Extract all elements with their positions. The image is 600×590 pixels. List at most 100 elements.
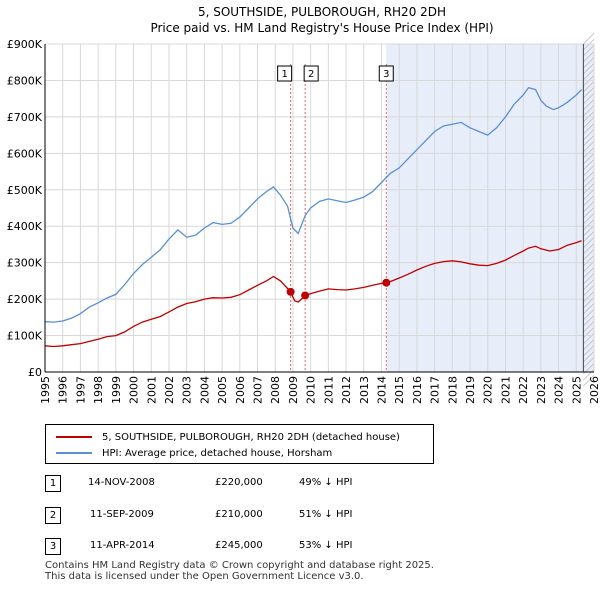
y-tick-label: £400K xyxy=(7,220,43,233)
footer-copyright: Contains HM Land Registry data © Crown c… xyxy=(45,560,434,571)
forecast-hatch xyxy=(583,165,595,177)
x-tick-label: 1999 xyxy=(110,376,123,404)
legend-label-property: 5, SOUTHSIDE, PULBOROUGH, RH20 2DH (deta… xyxy=(102,431,400,443)
forecast-hatch xyxy=(583,195,595,207)
forecast-hatch xyxy=(583,369,595,381)
forecast-hatch xyxy=(583,201,595,213)
forecast-hatch xyxy=(583,267,595,279)
forecast-hatch xyxy=(583,183,595,195)
forecast-hatch xyxy=(583,141,595,153)
forecast-hatch xyxy=(583,129,595,141)
forecast-hatch xyxy=(583,99,595,111)
forecast-hatch xyxy=(583,213,595,225)
forecast-hatch xyxy=(583,321,595,333)
x-tick-label: 1995 xyxy=(39,376,52,404)
legend-label-hpi: HPI: Average price, detached house, Hors… xyxy=(102,447,333,459)
x-tick-label: 2004 xyxy=(198,376,211,404)
footer: Contains HM Land Registry data © Crown c… xyxy=(45,560,434,582)
forecast-hatch xyxy=(583,357,595,369)
transaction-marker-label: 3 xyxy=(383,69,389,80)
forecast-hatch xyxy=(583,153,595,165)
x-tick-label: 2009 xyxy=(287,376,300,404)
x-tick-label: 2010 xyxy=(305,376,318,404)
price-chart: 5, SOUTHSIDE, PULBOROUGH, RH20 2DH Price… xyxy=(7,5,600,404)
x-tick-label: 2000 xyxy=(128,376,141,404)
forecast-hatch xyxy=(583,219,595,231)
x-tick-label: 2019 xyxy=(464,376,477,404)
transaction-marker: 3 xyxy=(45,538,61,555)
y-tick-label: £200K xyxy=(7,293,43,306)
transaction-hpi-diff: 51% ↓ HPI xyxy=(299,509,353,520)
forecast-hatch xyxy=(583,147,595,159)
x-tick-label: 1997 xyxy=(74,376,87,404)
transaction-marker-box xyxy=(378,65,394,82)
y-tick-label: £500K xyxy=(7,184,43,197)
x-tick-label: 1996 xyxy=(57,376,70,404)
forecast-hatch xyxy=(583,51,595,63)
x-tick-label: 2002 xyxy=(163,376,176,404)
y-tick-label: £300K xyxy=(7,257,43,270)
transaction-marker-label: 2 xyxy=(308,69,314,80)
legend-item-property: 5, SOUTHSIDE, PULBOROUGH, RH20 2DH (deta… xyxy=(56,430,400,444)
x-tick-label: 2015 xyxy=(393,376,406,404)
transaction-marker: 1 xyxy=(45,475,61,492)
legend-swatch-hpi xyxy=(56,452,92,454)
post-sale-shade xyxy=(386,44,594,372)
x-tick-label: 2011 xyxy=(322,376,335,404)
forecast-hatch xyxy=(583,33,595,45)
forecast-hatch xyxy=(583,93,595,105)
forecast-hatch xyxy=(583,81,595,93)
chart-subtitle: Price paid vs. HM Land Registry's House … xyxy=(150,21,493,35)
forecast-hatch xyxy=(583,279,595,291)
forecast-hatch xyxy=(583,375,595,387)
x-tick-label: 2006 xyxy=(234,376,247,404)
forecast-hatch xyxy=(583,249,595,261)
y-tick-label: £900K xyxy=(7,38,43,51)
forecast-hatch xyxy=(583,237,595,249)
property-price-line xyxy=(44,240,582,348)
forecast-hatch xyxy=(583,87,595,99)
x-tick-label: 2024 xyxy=(553,376,566,404)
legend-item-hpi: HPI: Average price, detached house, Hors… xyxy=(56,446,332,460)
x-tick-label: 2022 xyxy=(517,376,530,404)
x-tick-label: 2025 xyxy=(570,376,583,404)
x-tick-label: 2020 xyxy=(482,376,495,404)
forecast-hatch xyxy=(583,327,595,339)
transaction-marker-box xyxy=(277,65,293,82)
forecast-hatch xyxy=(583,159,595,171)
x-tick-label: 2023 xyxy=(535,376,548,404)
forecast-hatch xyxy=(583,207,595,219)
forecast-hatch xyxy=(583,57,595,69)
transaction-marker-box xyxy=(303,65,319,82)
hpi-line xyxy=(44,86,583,323)
x-tick-label: 2013 xyxy=(358,376,371,404)
forecast-hatch xyxy=(583,45,595,57)
transaction-point xyxy=(301,291,310,300)
forecast-hatch xyxy=(583,225,595,237)
forecast-hatch xyxy=(583,315,595,327)
forecast-hatch xyxy=(583,291,595,303)
y-tick-label: £600K xyxy=(7,147,43,160)
chart-title: 5, SOUTHSIDE, PULBOROUGH, RH20 2DH xyxy=(198,5,446,19)
legend: 5, SOUTHSIDE, PULBOROUGH, RH20 2DH (deta… xyxy=(45,424,434,464)
transaction-date: 11-SEP-2009 xyxy=(90,509,154,520)
x-tick-label: 2018 xyxy=(446,376,459,404)
x-tick-label: 2014 xyxy=(375,376,388,404)
y-tick-label: £800K xyxy=(7,74,43,87)
forecast-hatch xyxy=(583,117,595,129)
x-tick-label: 2012 xyxy=(340,376,353,404)
x-tick-label: 2007 xyxy=(252,376,265,404)
x-tick-label: 1998 xyxy=(92,376,105,404)
forecast-hatch xyxy=(583,309,595,321)
forecast-hatch xyxy=(583,345,595,357)
forecast-hatch xyxy=(583,243,595,255)
forecast-hatch xyxy=(583,123,595,135)
y-tick-label: £700K xyxy=(7,111,43,124)
forecast-hatch xyxy=(583,39,595,51)
transaction-price: £210,000 xyxy=(215,509,263,520)
forecast-hatch xyxy=(583,135,595,147)
x-tick-label: 2003 xyxy=(181,376,194,404)
forecast-hatch xyxy=(583,177,595,189)
x-tick-label: 2026 xyxy=(588,376,600,404)
x-tick-label: 2016 xyxy=(411,376,424,404)
